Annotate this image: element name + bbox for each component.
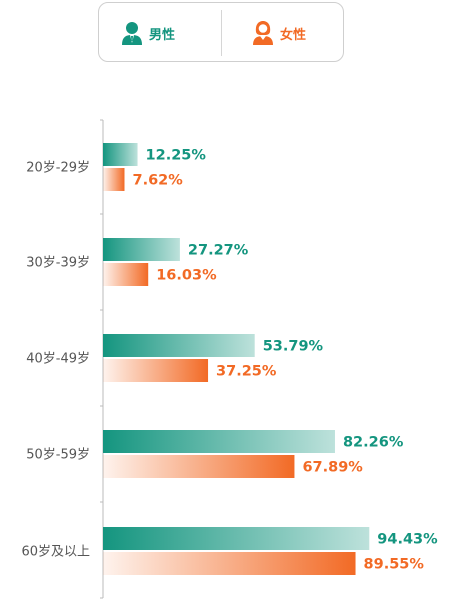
bar-female bbox=[103, 263, 149, 286]
data-label-female: 67.89% bbox=[302, 460, 363, 476]
data-label-male: 82.26% bbox=[343, 435, 404, 451]
legend-label-female: 女性 bbox=[280, 27, 307, 43]
data-label-female: 89.55% bbox=[364, 557, 425, 573]
legend-box: 男性 女性 bbox=[98, 2, 344, 62]
data-label-female: 7.62% bbox=[132, 173, 183, 189]
bar-male bbox=[103, 527, 370, 550]
data-label-male: 12.25% bbox=[146, 148, 207, 164]
y-tick-label: 50岁-59岁 bbox=[26, 448, 90, 463]
y-tick-label: 40岁-49岁 bbox=[26, 352, 90, 367]
data-label-female: 37.25% bbox=[216, 364, 277, 380]
legend-label-male: 男性 bbox=[149, 27, 176, 43]
bar-male bbox=[103, 334, 255, 357]
bar-male bbox=[103, 238, 180, 261]
bar-male bbox=[103, 143, 138, 166]
data-label-female: 16.03% bbox=[156, 268, 217, 284]
male-user-icon bbox=[122, 22, 142, 45]
data-label-male: 94.43% bbox=[377, 532, 438, 548]
legend-divider bbox=[221, 10, 222, 56]
legend-item-female[interactable]: 女性 bbox=[252, 3, 306, 63]
legend-item-male[interactable]: 男性 bbox=[121, 3, 175, 63]
y-tick-label: 30岁-39岁 bbox=[26, 256, 90, 271]
bar-female bbox=[103, 168, 125, 191]
female-user-icon bbox=[253, 21, 273, 45]
bar-female bbox=[103, 552, 356, 575]
bar-female bbox=[103, 455, 295, 478]
data-label-male: 53.79% bbox=[263, 339, 324, 355]
data-label-male: 27.27% bbox=[188, 243, 249, 259]
bar-female bbox=[103, 359, 209, 382]
y-tick-label: 60岁及以上 bbox=[21, 545, 90, 560]
y-tick-label: 20岁-29岁 bbox=[26, 161, 90, 176]
bar-male bbox=[103, 430, 335, 453]
